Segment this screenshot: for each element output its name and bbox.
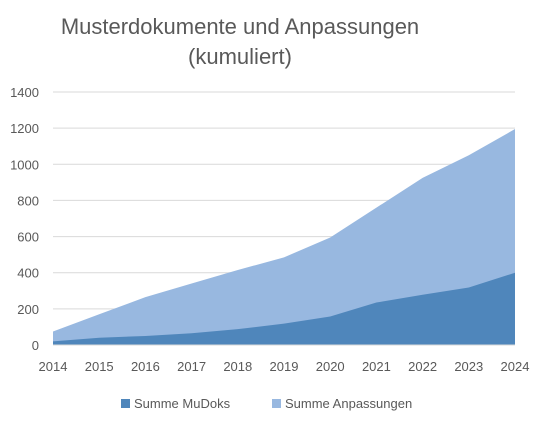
area-series-1 xyxy=(53,129,515,345)
x-tick-label: 2019 xyxy=(270,359,299,374)
legend-label-1: Summe Anpassungen xyxy=(285,396,412,411)
x-tick-label: 2015 xyxy=(85,359,114,374)
y-tick-label: 1400 xyxy=(10,85,39,100)
y-tick-label: 0 xyxy=(32,338,39,353)
y-tick-label: 1200 xyxy=(10,121,39,136)
x-tick-label: 2021 xyxy=(362,359,391,374)
y-tick-label: 600 xyxy=(17,230,39,245)
x-tick-label: 2022 xyxy=(408,359,437,374)
y-tick-label: 800 xyxy=(17,193,39,208)
chart-title: Musterdokumente und Anpassungen (kumulie… xyxy=(0,12,480,72)
area-series-0 xyxy=(53,272,515,345)
x-tick-label: 2020 xyxy=(316,359,345,374)
x-tick-label: 2023 xyxy=(454,359,483,374)
x-tick-label: 2017 xyxy=(177,359,206,374)
chart-title-line-1: Musterdokumente und Anpassungen xyxy=(60,14,420,39)
x-tick-label: 2014 xyxy=(39,359,68,374)
legend-swatch-0 xyxy=(121,399,130,408)
y-tick-label: 1000 xyxy=(10,157,39,172)
y-tick-label: 400 xyxy=(17,266,39,281)
x-tick-label: 2024 xyxy=(501,359,530,374)
legend-label-0: Summe MuDoks xyxy=(134,396,231,411)
y-tick-label: 200 xyxy=(17,302,39,317)
chart-title-line-2: (kumuliert) xyxy=(188,44,292,69)
x-tick-label: 2016 xyxy=(131,359,160,374)
x-tick-label: 2018 xyxy=(223,359,252,374)
legend-swatch-1 xyxy=(272,399,281,408)
